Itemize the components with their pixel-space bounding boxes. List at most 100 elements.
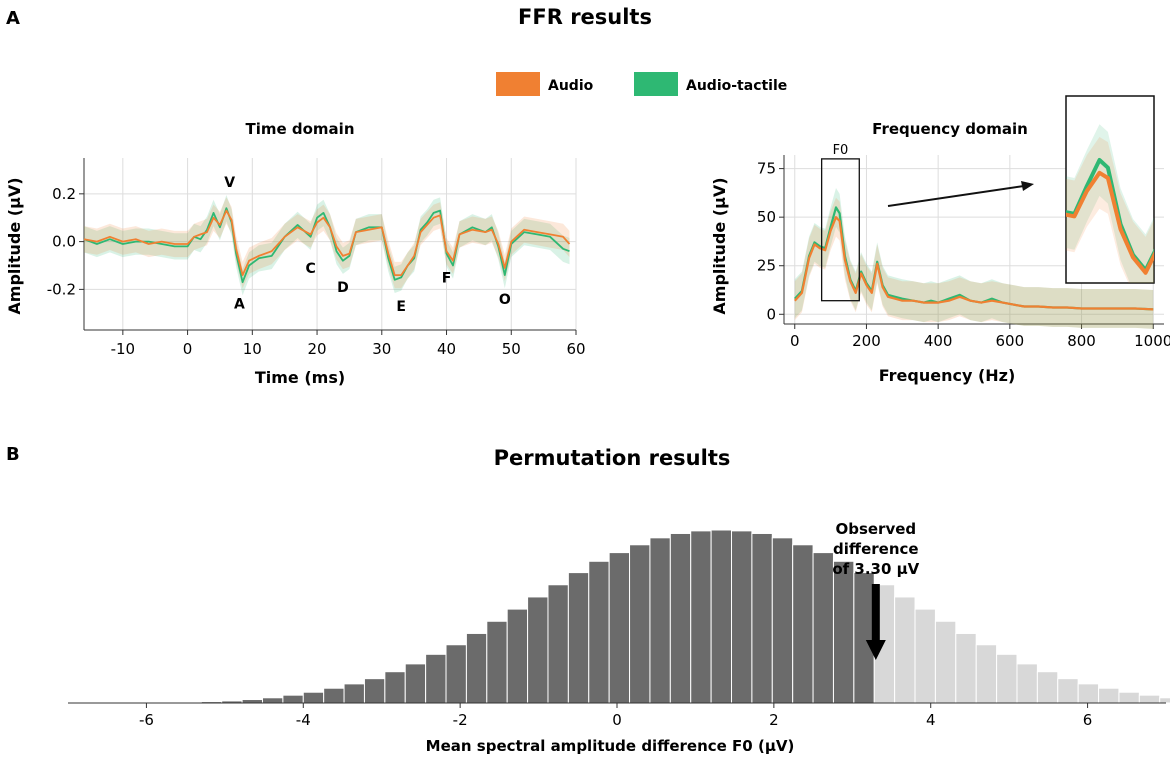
freq-y-tick-label: 0	[766, 305, 776, 323]
hist-bar	[1138, 694, 1161, 704]
freq-x-tick-label: 800	[1067, 332, 1096, 350]
hist-bar	[608, 552, 631, 704]
zoom-inset-band	[1066, 137, 1154, 283]
freq-y-tick-label: 75	[757, 160, 776, 178]
hist-bar	[669, 532, 692, 704]
freq-x-tick-label: 600	[996, 332, 1025, 350]
hist-bar	[894, 596, 916, 704]
permutation-title: Permutation results	[494, 446, 731, 470]
hist-bar	[384, 671, 406, 704]
time-peak-label: C	[305, 261, 315, 277]
zoom-inset-line	[1066, 170, 1154, 275]
observed-arrow-shaft	[871, 584, 880, 642]
time-y-tick-label: 0.0	[52, 233, 76, 251]
observed-arrow-head	[865, 640, 886, 660]
panel-label-a: A	[6, 8, 20, 29]
time-ci-band	[84, 195, 570, 296]
hist-bar	[690, 530, 712, 704]
zoom-arrow-head	[1021, 181, 1034, 191]
legend-label-audio: Audio	[548, 78, 594, 94]
panel-label-b: B	[6, 444, 20, 465]
hist-bar	[567, 572, 590, 704]
hist-bar	[649, 537, 671, 704]
freq-x-tick-label: 0	[790, 332, 800, 350]
hist-bar	[363, 678, 386, 704]
hist-bar	[914, 608, 936, 704]
hist-bar	[547, 584, 569, 704]
f0-box	[820, 158, 860, 302]
time-domain-chart: Time domain Time (ms) Amplitude (µV) -10…	[5, 120, 586, 387]
freq-x-tick-label: 1000	[1134, 332, 1170, 350]
observed-difference-label: difference	[833, 540, 919, 558]
hist-bar	[629, 544, 651, 704]
time-series-line	[83, 209, 571, 276]
freq-ci-band	[794, 197, 1154, 329]
time-peak-label: O	[499, 292, 511, 308]
time-peak-label: A	[234, 297, 245, 313]
hist-x-tick-label: -2	[453, 711, 468, 729]
hist-bar	[425, 653, 447, 704]
observed-difference-label: Observed	[835, 520, 916, 538]
time-x-tick-label: 30	[372, 340, 391, 358]
permutation-histogram: Mean spectral amplitude difference F0 (µ…	[68, 520, 1170, 755]
time-y-axis-label: Amplitude (µV)	[5, 177, 24, 314]
zoom-inset-plot	[1066, 124, 1154, 283]
freq-y-tick-label: 25	[757, 257, 776, 275]
time-y-tick-label: -0.2	[47, 280, 76, 298]
hist-bar	[832, 560, 855, 704]
time-x-tick-label: 60	[566, 340, 585, 358]
hist-bar	[710, 529, 733, 704]
hist-bar	[282, 694, 304, 704]
time-x-tick-label: 20	[308, 340, 327, 358]
legend-label-audio-tactile: Audio-tactile	[686, 78, 787, 94]
hist-bar	[302, 691, 325, 704]
hist-bar	[996, 653, 1018, 704]
hist-x-tick-label: 6	[1083, 711, 1093, 729]
observed-difference-label: of 3.30 µV	[832, 560, 919, 578]
frequency-domain-chart: Frequency domain Frequency (Hz) Amplitud…	[710, 95, 1170, 385]
freq-x-tick-label: 200	[852, 332, 881, 350]
time-peak-label: F	[442, 270, 452, 286]
hist-bar	[404, 663, 427, 704]
time-x-tick-label: 50	[502, 340, 521, 358]
hist-bar	[853, 572, 875, 704]
legend: Audio Audio-tactile	[496, 72, 787, 96]
hist-bar	[323, 687, 345, 704]
hist-bar	[506, 608, 529, 704]
hist-bar	[1077, 683, 1100, 704]
hist-bar	[465, 632, 488, 704]
hist-bar	[445, 644, 467, 704]
hist-x-tick-label: -4	[296, 711, 311, 729]
hist-bar	[731, 530, 753, 704]
hist-x-tick-label: 4	[926, 711, 936, 729]
freq-y-axis-label: Amplitude (µV)	[710, 177, 729, 314]
hist-bar	[588, 560, 610, 704]
time-y-tick-label: 0.2	[52, 185, 76, 203]
hist-bar	[975, 644, 998, 704]
hist-bar	[1036, 671, 1059, 704]
freq-y-tick-label: 50	[757, 208, 776, 226]
hist-bar	[1098, 687, 1120, 704]
freq-ci-band	[794, 188, 1154, 329]
hist-bar	[751, 532, 773, 704]
hist-x-tick-label: 2	[769, 711, 779, 729]
time-peak-label: D	[337, 280, 349, 296]
legend-swatch-audio	[496, 72, 540, 96]
time-peak-label: V	[224, 175, 235, 191]
hist-bar	[792, 544, 814, 704]
hist-bar	[955, 632, 977, 704]
hist-bar	[934, 620, 957, 704]
freq-x-tick-label: 400	[924, 332, 953, 350]
zoom-arrow-line	[887, 185, 1025, 207]
time-chart-title: Time domain	[245, 120, 354, 138]
time-x-tick-label: 40	[437, 340, 456, 358]
hist-bar	[527, 596, 549, 704]
hist-bar	[771, 537, 794, 704]
hist-bar	[1057, 678, 1079, 704]
hist-bar	[1159, 697, 1170, 704]
time-x-tick-label: -10	[111, 340, 136, 358]
hist-x-axis-label: Mean spectral amplitude difference F0 (µ…	[426, 737, 795, 755]
hist-bar	[262, 697, 284, 704]
time-x-axis-label: Time (ms)	[255, 368, 345, 387]
